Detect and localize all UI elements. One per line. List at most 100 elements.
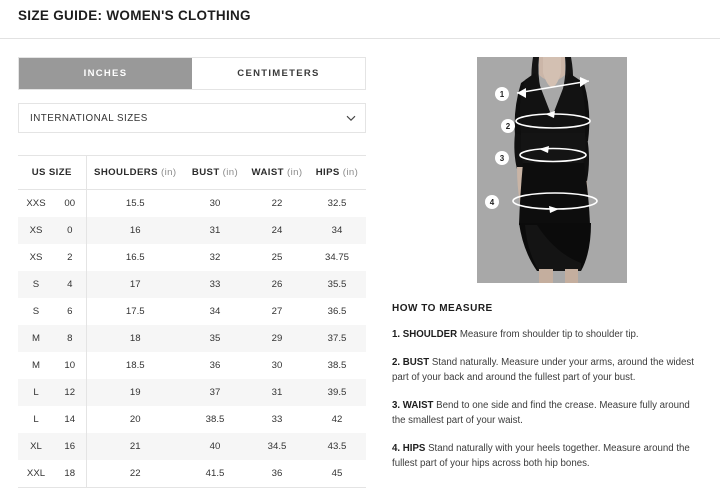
cell-shoulders: 15.5 [125, 198, 145, 209]
cell-hips: 32.5 [327, 198, 347, 209]
tab-inches[interactable]: INCHES [19, 58, 192, 89]
size-table-body: XXS 00 15.5 30 22 32.5 XS 0 16 31 24 34 XS 2 16.5 32 25 3… [18, 189, 366, 488]
cell-hips: 35.5 [308, 271, 366, 298]
measure-marker-1: 1 [495, 87, 509, 101]
unit-tab-bar: INCHES CENTIMETERS [18, 57, 366, 90]
col-header-shoulders: SHOULDERS (in) [86, 155, 184, 190]
cell-size-alpha: L [18, 379, 54, 406]
how-to-measure-list: 1. SHOULDER Measure from shoulder tip to… [392, 327, 704, 471]
table-row: XXL 18 22 41.5 36 45 [18, 460, 366, 488]
cell-size-number: 2 [54, 244, 87, 271]
measure-instruction-text: Measure from shoulder tip to shoulder ti… [457, 329, 639, 340]
measure-guide-panel: 1 2 3 4 HOW TO MEASURE 1. SHOULDER Measu… [392, 57, 704, 471]
col-header-bust: BUST (in) [184, 155, 246, 190]
cell-shoulders: 22 [86, 460, 184, 488]
cell-waist: 25 [271, 252, 283, 263]
col-header-hips-label: HIPS [315, 167, 340, 178]
cell-waist: 24 [246, 217, 308, 244]
cell-shoulders: 17 [86, 271, 184, 298]
cell-shoulders: 19 [86, 379, 184, 406]
measure-marker-4: 4 [485, 195, 499, 209]
measure-instruction: 1. SHOULDER Measure from shoulder tip to… [392, 327, 698, 342]
cell-bust: 38.5 [205, 414, 225, 425]
measure-marker-3: 3 [495, 151, 509, 165]
cell-bust: 30 [209, 198, 221, 209]
size-system-selected-value: INTERNATIONAL SIZES [30, 112, 148, 124]
measure-marker-2: 2 [501, 119, 515, 133]
cell-waist: 36 [246, 460, 308, 488]
cell-hips: 34 [308, 217, 366, 244]
cell-size-number: 8 [54, 325, 87, 352]
measure-instruction: 2. BUST Stand naturally. Measure under y… [392, 355, 698, 385]
cell-waist: 34.5 [246, 433, 308, 460]
cell-size-alpha: S [18, 271, 54, 298]
col-header-us-size: US SIZE [18, 155, 87, 190]
table-row: XXS 00 15.5 30 22 32.5 [18, 189, 366, 217]
tab-centimeters[interactable]: CENTIMETERS [192, 58, 365, 89]
size-chart-panel: INCHES CENTIMETERS INTERNATIONAL SIZES U… [18, 57, 366, 488]
cell-size-alpha: M [32, 360, 40, 371]
cell-size-alpha: L [33, 414, 39, 425]
cell-bust: 41.5 [184, 460, 246, 488]
cell-size-number: 12 [54, 379, 87, 406]
cell-shoulders: 20 [129, 414, 141, 425]
chevron-down-icon [346, 113, 356, 121]
cell-hips: 38.5 [327, 360, 347, 371]
model-figure-graphic [477, 57, 627, 283]
cell-shoulders: 18 [86, 325, 184, 352]
table-row: XS 0 16 31 24 34 [18, 217, 366, 244]
cell-shoulders: 16 [86, 217, 184, 244]
cell-hips: 43.5 [308, 433, 366, 460]
cell-waist: 31 [246, 379, 308, 406]
col-header-waist: WAIST (in) [246, 155, 308, 190]
col-header-shoulders-label: SHOULDERS [94, 167, 158, 178]
cell-size-alpha: XS [29, 252, 43, 263]
cell-shoulders: 18.5 [125, 360, 145, 371]
cell-waist: 33 [271, 414, 283, 425]
measure-instruction-text: Stand naturally with your heels together… [392, 443, 690, 469]
cell-bust: 36 [209, 360, 221, 371]
measure-instruction-lead: 2. BUST [392, 357, 430, 368]
cell-bust: 33 [184, 271, 246, 298]
how-to-measure-title: HOW TO MEASURE [392, 303, 493, 314]
cell-size-number: 16 [54, 433, 87, 460]
cell-hips: 39.5 [308, 379, 366, 406]
cell-hips: 42 [331, 414, 343, 425]
header-row: US SIZE SHOULDERS (in) BUST (in) WAIST (… [18, 155, 366, 190]
col-header-bust-label: BUST [191, 167, 220, 178]
cell-waist: 26 [246, 271, 308, 298]
size-table: US SIZE SHOULDERS (in) BUST (in) WAIST (… [18, 155, 366, 488]
cell-hips: 37.5 [308, 325, 366, 352]
cell-shoulders: 21 [86, 433, 184, 460]
size-table-header: US SIZE SHOULDERS (in) BUST (in) WAIST (… [18, 155, 366, 190]
cell-size-alpha: XS [18, 217, 54, 244]
cell-size-number: 4 [54, 271, 87, 298]
cell-bust: 34 [209, 306, 221, 317]
col-header-waist-label: WAIST [251, 167, 284, 178]
measure-instruction-text: Bend to one side and find the crease. Me… [392, 400, 690, 426]
table-row: M 8 18 35 29 37.5 [18, 325, 366, 352]
cell-size-number: 6 [54, 298, 87, 325]
cell-size-alpha: XXL [18, 460, 54, 488]
measure-instruction: 3. WAIST Bend to one side and find the c… [392, 398, 698, 428]
measure-instruction-text: Stand naturally. Measure under your arms… [392, 357, 694, 383]
cell-size-alpha: XL [18, 433, 54, 460]
cell-size-number: 14 [54, 406, 87, 433]
cell-hips: 34.75 [324, 252, 349, 263]
col-header-bust-unit: (in) [222, 167, 239, 178]
table-row: L 12 19 37 31 39.5 [18, 379, 366, 406]
table-row: L 14 20 38.5 33 42 [18, 406, 366, 433]
title-divider [0, 38, 720, 39]
table-row: M 10 18.5 36 30 38.5 [18, 352, 366, 379]
cell-bust: 37 [184, 379, 246, 406]
cell-shoulders: 16.5 [125, 252, 145, 263]
cell-size-number: 10 [54, 352, 87, 379]
model-measurement-image: 1 2 3 4 [477, 57, 627, 283]
cell-size-alpha: S [32, 306, 40, 317]
cell-size-number: 00 [54, 189, 87, 217]
cell-waist: 27 [271, 306, 283, 317]
measure-instruction-lead: 1. SHOULDER [392, 329, 458, 340]
page-title: SIZE GUIDE: WOMEN'S CLOTHING [18, 8, 251, 23]
size-system-select[interactable]: INTERNATIONAL SIZES [18, 103, 366, 133]
measure-instruction-lead: 4. HIPS [392, 443, 426, 454]
